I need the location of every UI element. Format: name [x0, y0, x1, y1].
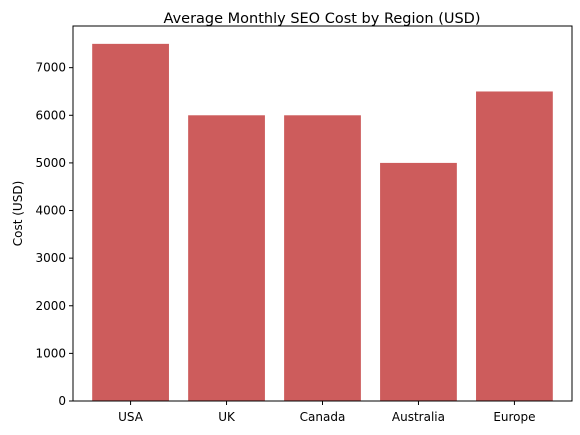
- x-tick-label: USA: [118, 410, 144, 424]
- y-tick-label: 4000: [35, 204, 66, 218]
- bar-usa: [92, 43, 169, 401]
- bar-australia: [380, 162, 457, 401]
- plot-frame: [72, 25, 573, 402]
- x-axis: USA UK Canada Australia Europe: [118, 401, 536, 424]
- y-axis: 0 1000 2000 3000 4000 5000 6000 7000: [35, 61, 73, 408]
- bar-canada: [284, 115, 361, 402]
- y-tick-label: 6000: [35, 108, 66, 122]
- x-tick-label: Australia: [392, 410, 445, 424]
- y-tick-label: 1000: [35, 346, 66, 360]
- bars-group: [92, 43, 553, 402]
- y-tick-label: 3000: [35, 251, 66, 265]
- x-tick-label: Canada: [300, 410, 346, 424]
- y-tick-label: 0: [58, 394, 66, 408]
- y-tick-label: 7000: [35, 61, 66, 75]
- bar-uk: [188, 115, 265, 402]
- x-tick-label: UK: [218, 410, 236, 424]
- y-tick-label: 2000: [35, 299, 66, 313]
- chart-title: Average Monthly SEO Cost by Region (USD): [164, 11, 481, 27]
- bar-europe: [476, 91, 553, 401]
- x-tick-label: Europe: [493, 410, 535, 424]
- y-tick-label: 5000: [35, 156, 66, 170]
- y-axis-label: Cost (USD): [11, 181, 25, 247]
